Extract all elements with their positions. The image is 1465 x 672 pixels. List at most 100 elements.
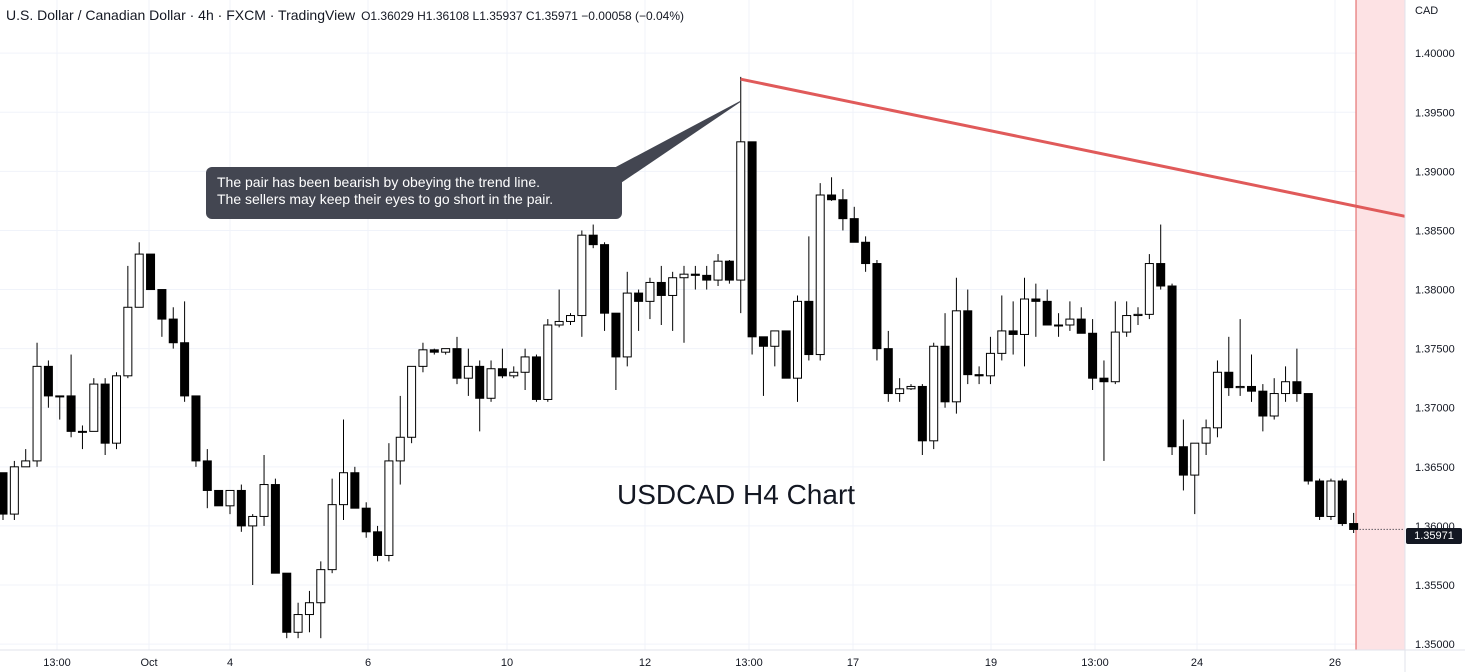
candle[interactable] <box>861 236 871 272</box>
candle[interactable] <box>827 177 837 201</box>
candle[interactable] <box>600 242 610 331</box>
candle[interactable] <box>577 230 587 337</box>
candle[interactable] <box>736 76 746 314</box>
candle[interactable] <box>872 260 882 361</box>
candle[interactable] <box>0 472 8 520</box>
candle[interactable] <box>804 236 814 361</box>
candle[interactable] <box>407 365 417 444</box>
candle[interactable] <box>282 572 292 639</box>
candle[interactable] <box>883 330 893 402</box>
candle[interactable] <box>123 265 133 379</box>
candle[interactable] <box>747 141 757 355</box>
candle[interactable] <box>1167 283 1177 455</box>
candle[interactable] <box>475 360 485 432</box>
candle[interactable] <box>622 271 632 367</box>
candle[interactable] <box>9 460 19 520</box>
candle[interactable] <box>429 348 439 355</box>
candle[interactable] <box>1156 224 1166 290</box>
candle[interactable] <box>1201 419 1211 455</box>
candle[interactable] <box>645 277 655 320</box>
candle[interactable] <box>895 378 905 402</box>
candle[interactable] <box>168 307 178 349</box>
candle[interactable] <box>191 395 201 467</box>
candle[interactable] <box>588 224 598 249</box>
trend-line[interactable] <box>740 77 1406 218</box>
candle[interactable] <box>917 384 927 455</box>
candle[interactable] <box>724 260 734 284</box>
candle[interactable] <box>1178 419 1188 491</box>
candlestick-series[interactable] <box>0 76 1359 639</box>
candle[interactable] <box>758 336 768 396</box>
candle[interactable] <box>66 354 76 438</box>
candle[interactable] <box>906 384 916 390</box>
candle[interactable] <box>1247 354 1256 402</box>
candle[interactable] <box>293 602 303 639</box>
candle[interactable] <box>248 514 258 585</box>
currency-label[interactable]: CAD <box>1415 5 1439 17</box>
candle[interactable] <box>441 348 451 355</box>
candle[interactable] <box>1292 348 1302 402</box>
candle[interactable] <box>1337 478 1347 526</box>
candle[interactable] <box>985 336 995 385</box>
candle[interactable] <box>849 206 859 243</box>
candle[interactable] <box>1258 384 1268 432</box>
price-axis[interactable]: 1.350001.355001.360001.365001.370001.375… <box>1404 0 1455 672</box>
candle[interactable] <box>1235 319 1245 396</box>
candle[interactable] <box>32 342 42 467</box>
candle[interactable] <box>418 342 428 373</box>
candle[interactable] <box>1076 307 1086 334</box>
candle[interactable] <box>929 342 939 450</box>
candle[interactable] <box>1326 478 1336 520</box>
annotation-callout[interactable]: The pair has been bearish by obeying the… <box>206 167 622 219</box>
candle[interactable] <box>225 489 235 515</box>
candle[interactable] <box>668 271 678 331</box>
candle[interactable] <box>350 466 360 509</box>
candle[interactable] <box>463 348 473 396</box>
candle[interactable] <box>1269 378 1279 420</box>
candle[interactable] <box>838 189 848 231</box>
candle[interactable] <box>361 502 371 538</box>
candle[interactable] <box>21 449 31 468</box>
candle[interactable] <box>89 378 99 432</box>
candle[interactable] <box>1281 366 1291 402</box>
candle[interactable] <box>1224 336 1234 396</box>
candle[interactable] <box>1303 393 1313 485</box>
candle[interactable] <box>770 330 780 367</box>
candle[interactable] <box>327 478 337 574</box>
candle[interactable] <box>656 265 666 325</box>
candle[interactable] <box>373 525 383 562</box>
candle[interactable] <box>339 419 348 520</box>
candle[interactable] <box>974 366 984 385</box>
candle[interactable] <box>690 265 700 290</box>
candle[interactable] <box>1065 301 1075 331</box>
candle[interactable] <box>1042 289 1052 326</box>
candle[interactable] <box>43 360 53 408</box>
candle[interactable] <box>55 395 65 420</box>
candle[interactable] <box>509 366 519 379</box>
candle[interactable] <box>304 590 314 633</box>
candle[interactable] <box>157 289 167 337</box>
candle[interactable] <box>679 265 689 343</box>
candle[interactable] <box>997 295 1007 361</box>
time-axis[interactable]: 13:00 Oct 4 6 10 12 13:00 17 19 13:00 24 26 <box>0 649 1465 669</box>
candle[interactable] <box>452 336 462 385</box>
candle[interactable] <box>1122 301 1132 337</box>
candle[interactable] <box>100 378 110 455</box>
candle[interactable] <box>202 449 212 509</box>
candle[interactable] <box>1212 360 1222 438</box>
candle[interactable] <box>702 265 712 290</box>
candle[interactable] <box>270 478 280 574</box>
candle[interactable] <box>1099 360 1109 461</box>
candle[interactable] <box>951 277 961 414</box>
candle[interactable] <box>1133 307 1143 325</box>
candle[interactable] <box>1190 442 1200 515</box>
candle[interactable] <box>180 301 190 402</box>
symbol-title[interactable]: U.S. Dollar / Canadian Dollar · 4h · FXC… <box>6 7 356 23</box>
candle[interactable] <box>520 348 530 390</box>
candle[interactable] <box>781 330 791 379</box>
candle[interactable] <box>112 372 121 450</box>
candle[interactable] <box>713 254 723 286</box>
candle[interactable] <box>395 395 405 485</box>
candle[interactable] <box>634 289 644 331</box>
